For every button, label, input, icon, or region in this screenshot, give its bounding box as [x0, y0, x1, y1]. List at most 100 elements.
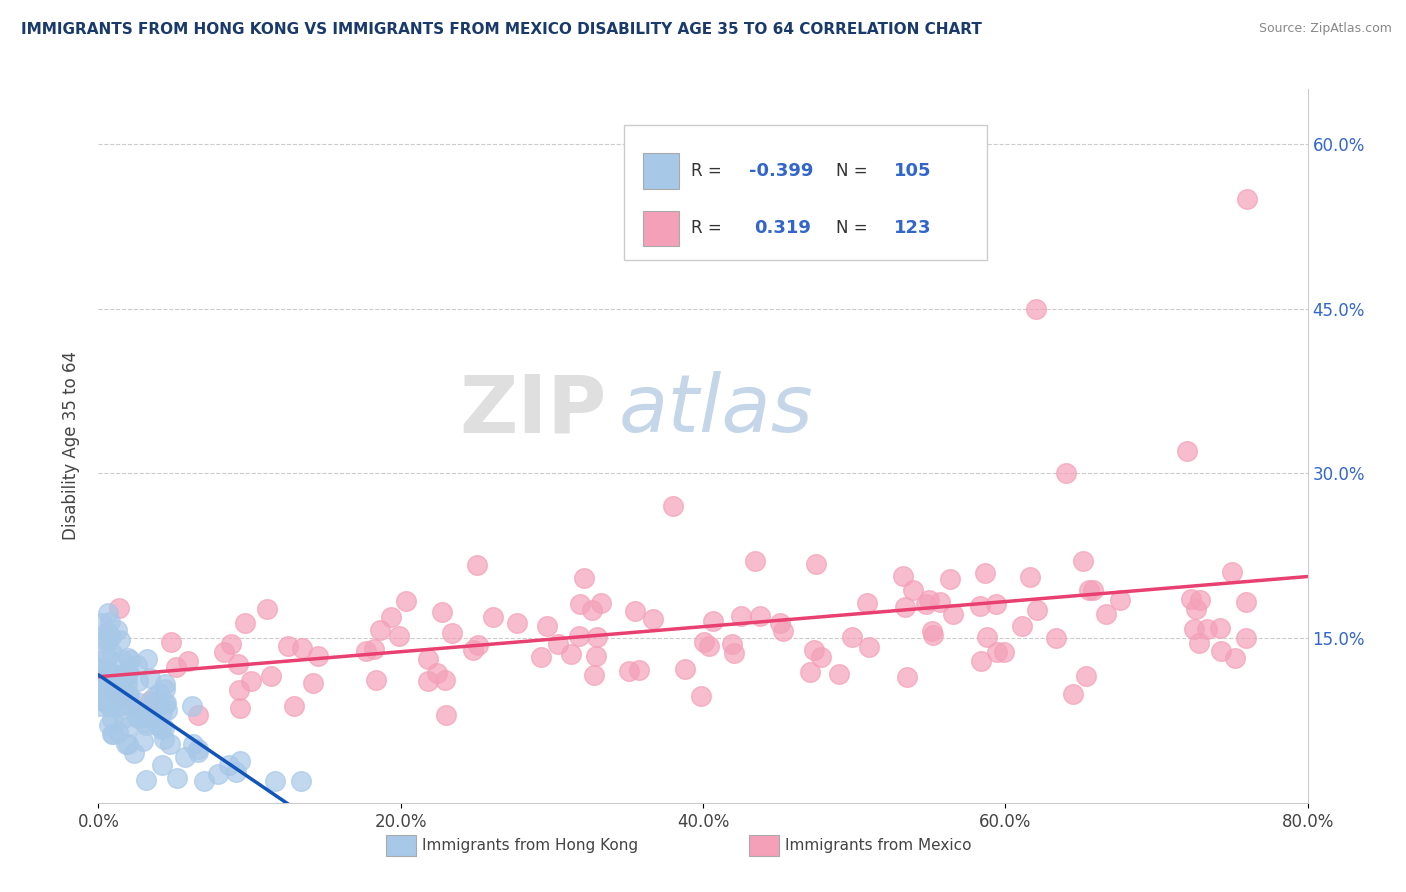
- Point: [177, 654, 200, 668]
- Point: [1024, 301, 1046, 316]
- Point: [921, 624, 943, 638]
- Text: N =: N =: [837, 219, 873, 237]
- Point: [240, 674, 263, 689]
- Point: [768, 616, 790, 631]
- Point: [804, 557, 827, 571]
- Point: [1071, 554, 1094, 568]
- Text: ZIP: ZIP: [458, 371, 606, 450]
- Point: [560, 647, 582, 661]
- Point: [744, 554, 766, 568]
- Point: [97, 663, 120, 677]
- Point: [129, 706, 152, 721]
- Point: [1063, 687, 1085, 701]
- Point: [426, 665, 449, 680]
- Point: [212, 645, 235, 659]
- Text: Immigrants from Mexico: Immigrants from Mexico: [785, 838, 972, 853]
- Point: [395, 594, 418, 608]
- Point: [89, 678, 111, 692]
- FancyBboxPatch shape: [643, 153, 679, 189]
- Point: [969, 599, 991, 614]
- Point: [366, 673, 388, 688]
- Point: [1220, 565, 1243, 579]
- Point: [291, 641, 314, 656]
- Point: [96, 624, 118, 639]
- Point: [127, 708, 149, 723]
- Y-axis label: Disability Age 35 to 64: Disability Age 35 to 64: [62, 351, 80, 541]
- Point: [142, 695, 165, 709]
- Point: [112, 697, 135, 711]
- Point: [152, 758, 174, 772]
- Point: [125, 695, 148, 709]
- Point: [98, 698, 121, 712]
- Point: [986, 597, 1008, 611]
- Point: [139, 709, 162, 723]
- Point: [810, 649, 832, 664]
- Point: [1175, 444, 1198, 458]
- Point: [153, 677, 176, 691]
- Point: [589, 596, 612, 610]
- Point: [915, 598, 938, 612]
- Point: [1195, 622, 1218, 636]
- Point: [100, 727, 122, 741]
- Point: [264, 773, 287, 788]
- Point: [617, 664, 640, 678]
- Point: [702, 614, 724, 628]
- Point: [111, 671, 134, 685]
- Point: [89, 675, 111, 690]
- Point: [1234, 595, 1257, 609]
- Point: [481, 610, 503, 624]
- Point: [107, 601, 129, 615]
- Text: Immigrants from Hong Kong: Immigrants from Hong Kong: [422, 838, 638, 853]
- Point: [1180, 591, 1202, 606]
- Point: [368, 623, 391, 637]
- Point: [108, 632, 131, 647]
- Point: [388, 629, 411, 643]
- Point: [536, 619, 558, 633]
- Point: [97, 689, 120, 703]
- Point: [661, 500, 683, 514]
- Point: [93, 667, 115, 681]
- Point: [156, 703, 179, 717]
- Point: [1185, 602, 1208, 616]
- Point: [467, 558, 489, 573]
- Point: [91, 616, 114, 631]
- Point: [432, 605, 454, 619]
- Point: [918, 593, 941, 607]
- Point: [90, 678, 112, 692]
- Point: [307, 649, 329, 664]
- Point: [101, 726, 124, 740]
- Text: Source: ZipAtlas.com: Source: ZipAtlas.com: [1258, 22, 1392, 36]
- Point: [572, 571, 595, 585]
- Point: [111, 653, 134, 667]
- Point: [939, 572, 962, 586]
- FancyBboxPatch shape: [624, 125, 987, 260]
- Point: [97, 632, 120, 646]
- Point: [89, 688, 111, 702]
- Point: [155, 696, 177, 710]
- Point: [107, 623, 129, 637]
- Point: [91, 661, 114, 675]
- Point: [94, 693, 117, 707]
- Point: [893, 599, 915, 614]
- Text: 0.319: 0.319: [754, 219, 811, 237]
- Point: [89, 675, 111, 690]
- Point: [91, 690, 114, 704]
- Point: [416, 652, 439, 666]
- Point: [118, 653, 141, 667]
- Point: [153, 721, 176, 735]
- Point: [828, 666, 851, 681]
- Point: [118, 688, 141, 702]
- Point: [187, 708, 209, 723]
- Point: [229, 754, 252, 768]
- Point: [1095, 607, 1118, 621]
- Point: [290, 773, 312, 788]
- Point: [135, 652, 157, 666]
- Point: [94, 681, 117, 696]
- Text: 105: 105: [894, 162, 932, 180]
- Point: [896, 669, 918, 683]
- Point: [434, 673, 457, 687]
- Point: [89, 698, 111, 713]
- Point: [91, 694, 114, 708]
- Point: [117, 689, 139, 703]
- Point: [111, 690, 134, 705]
